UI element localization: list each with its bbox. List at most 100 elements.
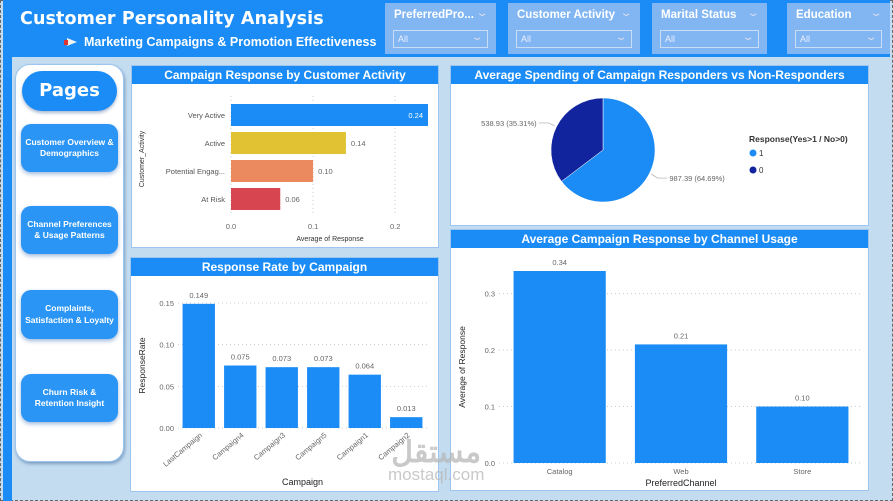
- left-accent-bar: [3, 0, 12, 501]
- chevron-down-icon[interactable]: ⌄: [746, 8, 760, 19]
- y-tick-label: 0.0: [485, 459, 495, 468]
- data-label: 0.10: [318, 167, 333, 176]
- y-tick-label: 0.2: [485, 346, 495, 355]
- x-tick-label: Web: [673, 467, 688, 476]
- nav-churn-risk[interactable]: Churn Risk & Retention Insight: [21, 374, 118, 422]
- bar: [231, 104, 428, 126]
- x-tick-label: Campaign1: [335, 431, 370, 463]
- category-label: At Risk: [201, 195, 225, 204]
- x-tick-label: Catalog: [547, 467, 573, 476]
- pie-slice: [561, 97, 656, 203]
- channel-bar-chart: 0.0 0.1 0.2 0.3 0.34 Catalog 0.21 Web 0.10 Store P…: [457, 258, 863, 488]
- x-axis-title: Average of Response: [296, 236, 363, 243]
- x-tick-label: 0.1: [308, 222, 318, 231]
- bar: [231, 132, 346, 154]
- report-subtitle: Marketing Campaigns & Promotion Effectiv…: [64, 35, 376, 49]
- x-tick-label: Campaign3: [252, 431, 287, 463]
- y-axis-title: Average of Response: [457, 326, 467, 408]
- panel-campaign-chart: Response Rate by Campaign 0.00 0.05 0.10 0.…: [130, 257, 439, 492]
- spending-pie-chart: 987.39 (64.69%) 538.93 (35.31%) Response(Y…: [481, 97, 848, 203]
- data-label: 0.149: [189, 291, 208, 300]
- nav-customer-overview[interactable]: Customer Overview & Demographics: [21, 124, 118, 172]
- chevron-down-icon[interactable]: ⌄: [869, 8, 883, 19]
- bar: [182, 303, 215, 428]
- campaign-bar-chart: 0.00 0.05 0.10 0.15 0.149 LastCampaign 0.075 Ca…: [137, 291, 427, 487]
- bar: [307, 367, 340, 428]
- chevron-down-icon: ⌄: [470, 32, 484, 43]
- slicer-marital-status[interactable]: Marital Status ⌄ All ⌄: [652, 3, 767, 54]
- slicer-customer-activity[interactable]: Customer Activity ⌄ All ⌄: [508, 3, 640, 54]
- slicer-dropdown[interactable]: All ⌄: [393, 30, 488, 48]
- legend-title: Response(Yes>1 / No>0): [749, 134, 848, 144]
- slice-label: 987.39 (64.69%): [669, 174, 725, 183]
- data-label: 0.073: [314, 354, 333, 363]
- x-tick-label: Store: [793, 467, 811, 476]
- slicer-dropdown[interactable]: All ⌄: [660, 30, 759, 48]
- x-tick-label: 0.2: [390, 222, 400, 231]
- bar: [224, 365, 257, 428]
- chevron-down-icon: ⌄: [741, 32, 755, 43]
- legend-marker: [749, 166, 757, 174]
- slicer-label: PreferredPro...: [394, 9, 474, 21]
- legend-label: 0: [759, 166, 764, 175]
- chart-title: Campaign Response by Customer Activity: [132, 66, 438, 84]
- slice-label: 538.93 (35.31%): [481, 119, 537, 128]
- slicer-preferred-product[interactable]: PreferredPro... ⌄ All ⌄: [385, 3, 496, 54]
- bar: [231, 160, 314, 182]
- leader-line: [538, 122, 555, 127]
- bar: [265, 367, 298, 428]
- chart-title: Response Rate by Campaign: [131, 258, 438, 276]
- x-tick-label: 0.0: [226, 222, 236, 231]
- chevron-down-icon: ⌄: [614, 32, 628, 43]
- data-label: 0.013: [397, 404, 416, 413]
- legend-marker: [749, 149, 757, 157]
- leader-line: [651, 173, 668, 179]
- mostaql-watermark: مستقل mostaql.com: [388, 436, 485, 484]
- nav-channel-preferences[interactable]: Channel Preferences & Usage Patterns: [21, 206, 118, 254]
- y-tick-label: 0.05: [159, 382, 174, 391]
- bar: [348, 374, 381, 428]
- slicer-dropdown[interactable]: All ⌄: [516, 30, 632, 48]
- slicer-label: Education: [796, 9, 852, 21]
- data-label: 0.075: [231, 353, 250, 362]
- bar: [231, 188, 281, 210]
- panel-channel-chart: Average Campaign Response by Channel Usa…: [450, 229, 869, 491]
- nav-complaints-satisfaction[interactable]: Complaints, Satisfaction & Loyalty: [21, 290, 118, 339]
- y-tick-label: 0.1: [485, 403, 495, 412]
- bar: [756, 406, 849, 463]
- slicer-dropdown[interactable]: All ⌄: [795, 30, 882, 48]
- data-label: 0.06: [285, 195, 300, 204]
- bar: [513, 271, 606, 463]
- legend-label: 1: [759, 149, 764, 158]
- y-tick-label: 0.00: [159, 424, 174, 433]
- subtitle-text: Marketing Campaigns & Promotion Effectiv…: [84, 35, 377, 49]
- data-label: 0.24: [408, 111, 423, 120]
- y-axis-title: Customer_Activity: [139, 130, 146, 187]
- x-tick-label: Campaign4: [210, 431, 245, 463]
- panel-spending-chart: Average Spending of Campaign Responders …: [450, 65, 869, 226]
- chevron-down-icon[interactable]: ⌄: [475, 8, 489, 19]
- y-tick-label: 0.10: [159, 341, 174, 350]
- report-title: Customer Personality Analysis: [20, 9, 324, 29]
- y-tick-label: 0.15: [159, 299, 174, 308]
- slicer-education[interactable]: Education ⌄ All ⌄: [787, 3, 890, 54]
- chevron-down-icon: ⌄: [864, 32, 878, 43]
- data-label: 0.14: [351, 139, 366, 148]
- bar: [634, 344, 728, 463]
- x-axis-title: PreferredChannel: [645, 478, 716, 488]
- watermark-latin: mostaql.com: [388, 465, 485, 484]
- y-axis-title: ResponseRate: [137, 337, 147, 394]
- x-axis-title: Campaign: [282, 477, 323, 487]
- data-label: 0.21: [674, 331, 689, 340]
- activity-bar-chart: 0.0 0.1 0.2 Very Active 0.24 Active 0.14 Potent…: [139, 96, 428, 243]
- chart-title: Average Spending of Campaign Responders …: [451, 66, 868, 84]
- slicer-label: Marital Status: [661, 9, 737, 21]
- bar: [390, 417, 423, 428]
- category-label: Very Active: [188, 111, 225, 120]
- watermark-arabic: مستقل: [391, 436, 482, 469]
- panel-activity-chart: Campaign Response by Customer Activity 0…: [131, 65, 439, 248]
- category-label: Potential Engag...: [166, 167, 225, 176]
- chart-title: Average Campaign Response by Channel Usa…: [451, 230, 868, 248]
- y-tick-label: 0.3: [485, 290, 495, 299]
- chevron-down-icon[interactable]: ⌄: [619, 8, 633, 19]
